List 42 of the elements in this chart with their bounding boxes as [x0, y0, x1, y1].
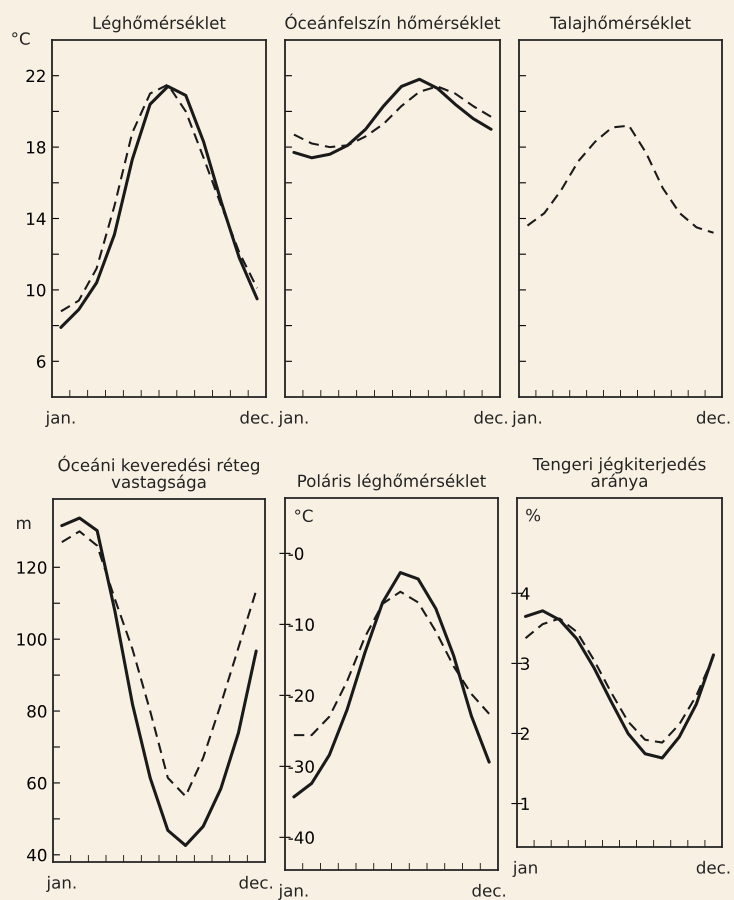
y-tick-label: 60: [27, 776, 46, 790]
y-tick-label: 40: [27, 848, 46, 862]
y-axis-title: %: [526, 508, 540, 522]
y-axis-title: m: [17, 520, 30, 530]
x-tick-label: dec.: [472, 884, 505, 897]
chart-title: Óceánfelszín hőmérséklet: [285, 13, 500, 30]
y-tick-label: 2: [521, 727, 529, 740]
y-tick-label: 3: [521, 657, 530, 670]
y-tick-label: 80: [27, 705, 46, 718]
y-axis-title: °C: [12, 32, 30, 45]
chart-title: Tengeri jégkiterjedés aránya: [532, 456, 706, 490]
y-tick-label: -0: [288, 547, 304, 560]
y-tick-label: 18: [27, 141, 46, 154]
x-tick-label: dec.: [474, 410, 507, 424]
y-tick-label: -20: [288, 689, 314, 702]
y-tick-label: 14: [27, 212, 46, 225]
y-tick-label: 1: [522, 798, 529, 810]
x-tick-label: jan: [512, 860, 537, 878]
chart-title: Óceáni keveredési réteg vastagsága: [58, 456, 259, 492]
y-tick-label: -40: [288, 831, 314, 844]
y-tick-label: 100: [17, 633, 46, 646]
chart-title: Talajhőmérséklet: [550, 16, 691, 32]
y-tick-label: -30: [288, 760, 314, 773]
y-tick-label: 120: [17, 561, 46, 574]
x-tick-label: jan.: [512, 410, 542, 428]
y-axis-title: °C: [295, 509, 313, 522]
x-tick-label: jan.: [278, 884, 308, 900]
x-tick-label: dec.: [240, 410, 273, 424]
x-tick-label: dec.: [696, 410, 730, 424]
x-tick-label: dec.: [696, 860, 730, 874]
y-tick-label: -10: [288, 618, 314, 631]
y-tick-label: 10: [27, 284, 46, 296]
y-tick-label: 6: [37, 355, 46, 368]
line-series: [60, 516, 258, 847]
y-tick-label: 22: [26, 70, 45, 82]
chart-title: Poláris léghőmérséklet: [298, 474, 486, 490]
x-tick-label: jan.: [46, 876, 76, 892]
x-tick-label: jan.: [45, 410, 74, 428]
chart-title: Léghőmérséklet: [94, 16, 226, 32]
x-tick-label: jan.: [278, 410, 308, 428]
x-tick-label: dec.: [239, 876, 272, 889]
y-tick-label: 4: [520, 587, 530, 600]
